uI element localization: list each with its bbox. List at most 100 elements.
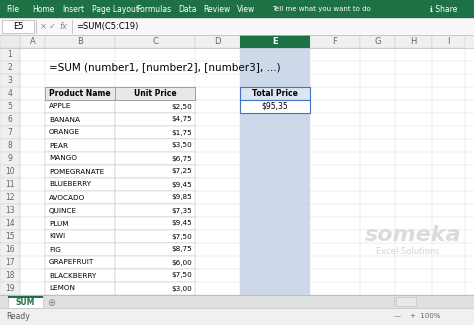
Text: Unit Price: Unit Price xyxy=(134,89,176,98)
Bar xyxy=(115,87,195,100)
Bar xyxy=(115,165,195,178)
Bar xyxy=(240,61,310,74)
Bar xyxy=(240,230,310,243)
Bar xyxy=(45,269,115,282)
Text: fx: fx xyxy=(59,22,67,31)
Text: D: D xyxy=(214,37,221,46)
Bar xyxy=(360,35,395,48)
Bar xyxy=(240,48,310,61)
Bar xyxy=(45,165,115,178)
Bar xyxy=(45,87,195,100)
Text: $95,35: $95,35 xyxy=(262,102,288,111)
Bar xyxy=(0,204,20,217)
Bar xyxy=(45,87,115,100)
Bar xyxy=(45,139,115,152)
Text: 9: 9 xyxy=(8,154,12,163)
Text: $3,50: $3,50 xyxy=(171,142,192,149)
Text: 16: 16 xyxy=(5,245,15,254)
Text: =SUM(C5:C19): =SUM(C5:C19) xyxy=(76,22,138,31)
Bar xyxy=(0,282,20,295)
Text: $4,75: $4,75 xyxy=(171,116,192,123)
Text: Insert: Insert xyxy=(62,5,84,14)
Bar xyxy=(0,269,474,282)
Bar xyxy=(0,230,20,243)
Text: 13: 13 xyxy=(5,206,15,215)
Bar xyxy=(310,35,360,48)
Bar xyxy=(115,35,195,48)
Text: GRAPEFRUIT: GRAPEFRUIT xyxy=(49,259,94,266)
Bar xyxy=(0,87,474,100)
Bar xyxy=(195,35,240,48)
Bar xyxy=(0,74,474,87)
Text: AVOCADO: AVOCADO xyxy=(49,194,85,201)
Text: Total Price: Total Price xyxy=(252,89,298,98)
Text: 17: 17 xyxy=(5,258,15,267)
Bar xyxy=(240,295,310,308)
Bar xyxy=(0,243,20,256)
Bar xyxy=(0,178,474,191)
Bar xyxy=(0,139,474,152)
Bar xyxy=(0,217,474,230)
Bar xyxy=(240,74,310,87)
Bar xyxy=(0,113,20,126)
Text: BLUEBERRY: BLUEBERRY xyxy=(49,181,91,188)
Text: $7,25: $7,25 xyxy=(171,168,192,175)
Text: —    +  100%: — + 100% xyxy=(394,314,440,319)
Text: F: F xyxy=(333,37,337,46)
Text: $6,00: $6,00 xyxy=(171,259,192,266)
Text: 19: 19 xyxy=(5,284,15,293)
Bar xyxy=(0,0,474,18)
Bar xyxy=(395,35,432,48)
Text: someka: someka xyxy=(365,225,462,245)
Bar xyxy=(0,282,474,295)
Bar xyxy=(45,152,115,165)
Bar xyxy=(240,191,310,204)
Text: POMEGRANATE: POMEGRANATE xyxy=(49,168,104,175)
Bar xyxy=(45,100,115,113)
Bar xyxy=(240,243,310,256)
Text: $6,75: $6,75 xyxy=(171,155,192,162)
Text: APPLE: APPLE xyxy=(49,103,72,110)
Text: 6: 6 xyxy=(8,115,12,124)
Text: H: H xyxy=(410,37,417,46)
Bar xyxy=(115,113,195,126)
Bar xyxy=(0,18,474,35)
Bar xyxy=(0,113,474,126)
Bar xyxy=(240,139,310,152)
Bar xyxy=(396,297,416,306)
Bar xyxy=(115,243,195,256)
Bar xyxy=(0,61,20,74)
Bar xyxy=(0,295,474,308)
Bar xyxy=(45,113,115,126)
Bar xyxy=(45,230,115,243)
Text: $8,75: $8,75 xyxy=(171,246,192,253)
Bar xyxy=(240,126,310,139)
Bar xyxy=(0,191,474,204)
Bar xyxy=(0,269,20,282)
Bar xyxy=(0,87,20,100)
Text: Formulas: Formulas xyxy=(136,5,171,14)
Bar xyxy=(115,178,195,191)
Bar xyxy=(240,100,310,113)
Bar xyxy=(240,269,310,282)
Bar xyxy=(240,113,310,126)
Bar xyxy=(0,100,474,113)
Text: 18: 18 xyxy=(5,271,15,280)
Text: 3: 3 xyxy=(8,76,12,85)
Text: Product Name: Product Name xyxy=(49,89,111,98)
Bar xyxy=(0,256,20,269)
Text: View: View xyxy=(237,5,255,14)
Text: SUM: SUM xyxy=(16,298,35,307)
Bar xyxy=(240,282,310,295)
Bar xyxy=(0,74,20,87)
Bar xyxy=(240,100,310,113)
Text: $3,00: $3,00 xyxy=(171,285,192,292)
Bar xyxy=(45,217,115,230)
Bar xyxy=(0,165,20,178)
Text: PEAR: PEAR xyxy=(49,142,68,149)
Text: 5: 5 xyxy=(8,102,12,111)
Bar xyxy=(240,87,310,100)
Bar xyxy=(0,100,20,113)
Bar xyxy=(240,87,310,100)
Text: $7,50: $7,50 xyxy=(171,272,192,279)
